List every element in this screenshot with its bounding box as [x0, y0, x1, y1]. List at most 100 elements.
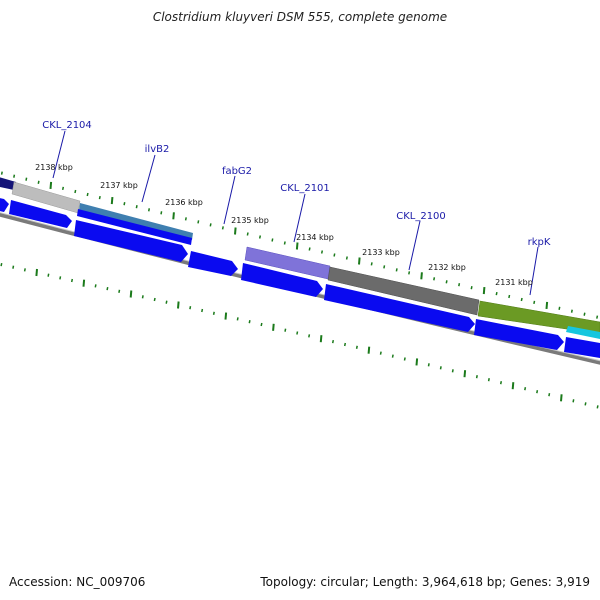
minor-tick [533, 300, 536, 305]
minor-tick [86, 192, 89, 197]
minor-tick [147, 208, 151, 212]
position-labels: 2138 kbp 2137 kbp 2136 kbp 2135 kbp 2134… [35, 163, 533, 287]
major-tick [35, 268, 38, 277]
cds-arrow [77, 209, 192, 245]
cds-arrow [0, 198, 9, 212]
feature-band [0, 177, 600, 339]
minor-tick [343, 342, 347, 347]
minor-tick [548, 393, 551, 397]
minor-tick [37, 180, 40, 184]
minor-tick [499, 381, 503, 385]
minor-tick [284, 328, 287, 332]
major-tick [367, 346, 371, 354]
minor-tick [59, 276, 62, 280]
minor-tick [12, 265, 15, 269]
minor-tick [345, 256, 348, 260]
major-tick [560, 394, 563, 402]
leader-ckl-2100 [408, 220, 421, 271]
cds-arrow [188, 251, 238, 276]
minor-tick [165, 300, 168, 304]
inner-tick-row [0, 262, 599, 409]
minor-tick [355, 345, 358, 349]
major-tick [82, 279, 86, 287]
minor-tick [475, 375, 478, 379]
minor-tick [141, 295, 144, 299]
major-tick [545, 301, 549, 309]
accession-label: Accession: NC_009706 [9, 575, 146, 589]
feature-cyan [566, 326, 600, 339]
feature-dark-gray [327, 266, 480, 316]
minor-tick [570, 309, 573, 313]
minor-tick [260, 322, 263, 327]
major-tick [272, 323, 275, 331]
major-tick [511, 382, 515, 390]
minor-tick [184, 217, 187, 221]
minor-tick [524, 387, 527, 391]
minor-tick [596, 405, 599, 409]
kbp-label: 2137 kbp [100, 181, 138, 190]
minor-tick [248, 320, 251, 324]
minor-tick [487, 378, 490, 382]
minor-tick [433, 277, 436, 281]
leader-ilvb2 [141, 154, 156, 203]
leader-ckl-2101 [293, 193, 306, 243]
minor-tick [379, 351, 382, 355]
gene-label-ckl-2101: CKL_2101 [280, 183, 330, 194]
major-tick [415, 358, 419, 366]
minor-tick [391, 354, 394, 358]
minor-tick [596, 315, 599, 319]
minor-tick [584, 402, 587, 406]
minor-tick [283, 241, 286, 245]
cds-arrow [9, 200, 72, 228]
minor-tick [495, 291, 498, 296]
minor-tick [106, 286, 109, 291]
minor-tick [13, 174, 16, 178]
minor-tick [408, 271, 411, 275]
major-tick [420, 272, 423, 280]
minor-tick [271, 238, 274, 242]
minor-tick [445, 280, 448, 284]
gene-label-leaders [52, 130, 539, 296]
minor-tick [536, 390, 539, 394]
gene-label-ilvb2: ilvB2 [145, 144, 170, 155]
major-tick [358, 257, 361, 265]
gene-labels: CKL_2104 ilvB2 fabG2 CKL_2101 CKL_2100 r… [42, 120, 551, 248]
major-tick [295, 242, 299, 250]
kbp-label: 2138 kbp [35, 163, 73, 172]
genome-title: Clostridium kluyveri DSM 555, complete g… [152, 10, 448, 24]
minor-tick [383, 265, 386, 269]
major-tick [177, 301, 180, 309]
minor-tick [61, 186, 65, 191]
minor-tick [236, 317, 239, 321]
major-tick [224, 312, 228, 320]
minor-tick [0, 171, 3, 175]
minor-tick [470, 286, 473, 290]
kbp-label: 2133 kbp [362, 248, 400, 257]
kbp-label: 2132 kbp [428, 263, 466, 272]
major-tick [129, 290, 133, 298]
feature-steel-blue [79, 203, 193, 240]
cds-arrow-track [0, 198, 600, 358]
cds-arrow [241, 263, 323, 297]
gene-label-ckl-2104: CKL_2104 [42, 120, 92, 131]
minor-tick [520, 297, 523, 302]
minor-tick [25, 177, 28, 181]
major-tick [234, 227, 237, 235]
minor-tick [160, 211, 163, 215]
cds-arrow [74, 220, 188, 262]
outer-tick-row [0, 171, 599, 319]
kbp-label: 2135 kbp [231, 216, 269, 225]
kbp-label: 2134 kbp [296, 233, 334, 242]
minor-tick [98, 195, 101, 200]
major-tick [49, 181, 53, 189]
cds-arrow [564, 337, 600, 358]
minor-tick [558, 306, 561, 310]
major-tick [319, 335, 323, 343]
major-tick [482, 287, 486, 295]
minor-tick [296, 331, 299, 335]
minor-tick [403, 357, 406, 361]
minor-tick [201, 308, 204, 313]
minor-tick [331, 339, 335, 344]
